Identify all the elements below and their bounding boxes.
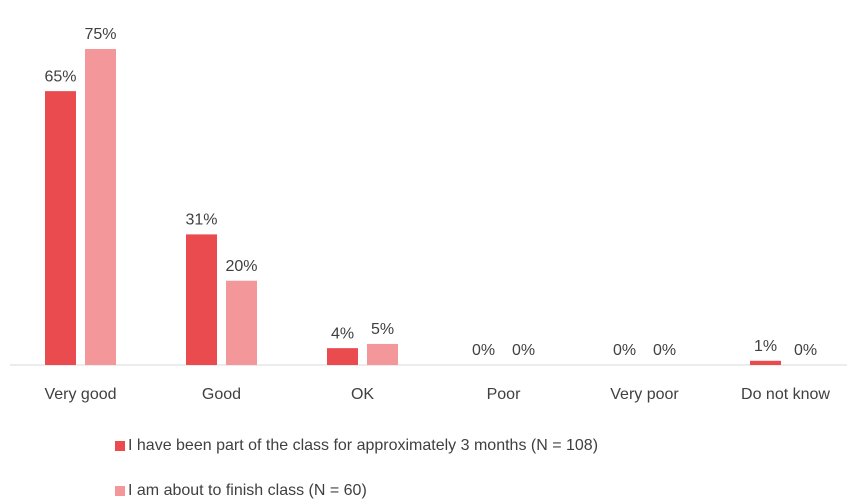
- data-label: 0%: [613, 342, 636, 359]
- data-label: 0%: [472, 342, 495, 359]
- x-tick-label: OK: [351, 386, 374, 403]
- bar: [45, 91, 76, 365]
- x-tick-label: Very poor: [610, 386, 679, 403]
- bar: [750, 360, 781, 365]
- data-label: 1%: [754, 338, 777, 355]
- data-label: 31%: [185, 212, 217, 229]
- bar: [327, 348, 358, 365]
- data-label: 5%: [371, 321, 394, 338]
- x-tick-label: Poor: [487, 386, 521, 403]
- legend-label: I am about to finish class (N = 60): [128, 482, 367, 499]
- bar: [186, 234, 217, 365]
- data-label: 0%: [653, 342, 676, 359]
- x-tick-label: Good: [202, 386, 241, 403]
- bar: [367, 343, 398, 365]
- data-label: 20%: [225, 258, 257, 275]
- data-label: 0%: [512, 342, 535, 359]
- legend-swatch: [115, 441, 125, 451]
- x-tick-label: Do not know: [741, 386, 830, 403]
- bar: [226, 280, 257, 365]
- legend-swatch: [115, 486, 125, 496]
- data-label: 65%: [44, 68, 76, 85]
- bar: [85, 49, 116, 365]
- data-label: 4%: [331, 325, 354, 342]
- x-tick-label: Very good: [44, 386, 116, 403]
- data-label: 75%: [84, 26, 116, 43]
- data-label: 0%: [794, 342, 817, 359]
- legend-label: I have been part of the class for approx…: [128, 437, 598, 454]
